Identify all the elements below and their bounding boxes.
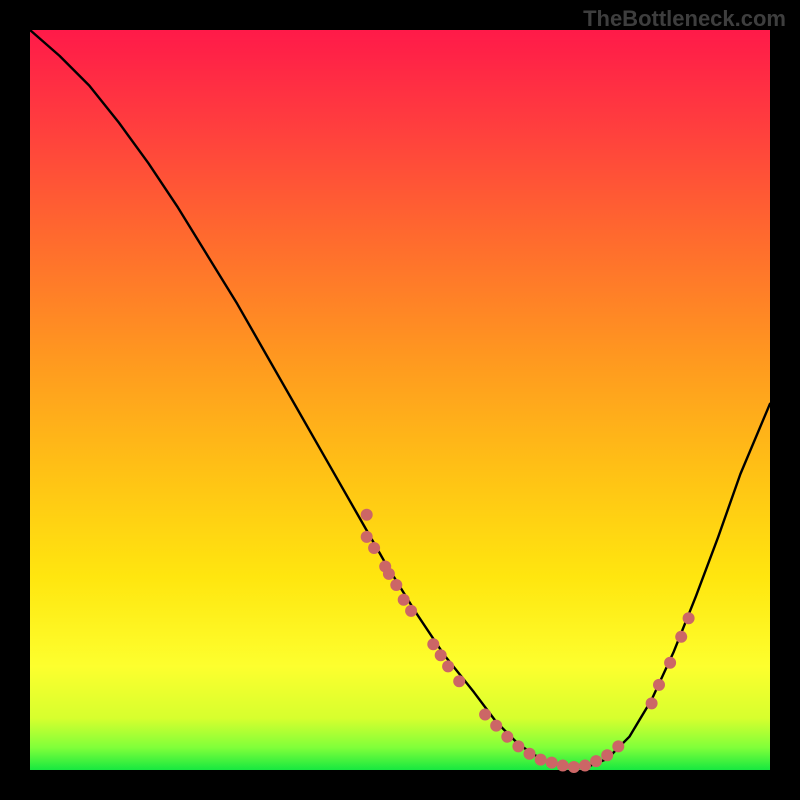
data-marker <box>653 679 665 691</box>
data-marker <box>427 638 439 650</box>
data-marker <box>435 649 447 661</box>
data-marker <box>675 631 687 643</box>
curve-line <box>30 30 770 768</box>
data-marker <box>398 594 410 606</box>
data-marker <box>390 579 402 591</box>
marker-group <box>361 509 695 773</box>
data-marker <box>546 757 558 769</box>
data-marker <box>490 720 502 732</box>
data-marker <box>361 531 373 543</box>
data-marker <box>664 657 676 669</box>
data-marker <box>557 760 569 772</box>
watermark-text: TheBottleneck.com <box>583 6 786 32</box>
data-marker <box>405 605 417 617</box>
data-marker <box>368 542 380 554</box>
data-marker <box>612 740 624 752</box>
data-marker <box>646 697 658 709</box>
data-marker <box>383 568 395 580</box>
data-marker <box>568 761 580 773</box>
data-marker <box>361 509 373 521</box>
data-marker <box>590 755 602 767</box>
data-marker <box>579 760 591 772</box>
data-marker <box>535 754 547 766</box>
data-marker <box>683 612 695 624</box>
chart-plot-area <box>30 30 770 770</box>
data-marker <box>601 749 613 761</box>
chart-svg <box>30 30 770 770</box>
data-marker <box>501 731 513 743</box>
data-marker <box>524 748 536 760</box>
data-marker <box>512 740 524 752</box>
data-marker <box>453 675 465 687</box>
data-marker <box>479 709 491 721</box>
data-marker <box>442 660 454 672</box>
